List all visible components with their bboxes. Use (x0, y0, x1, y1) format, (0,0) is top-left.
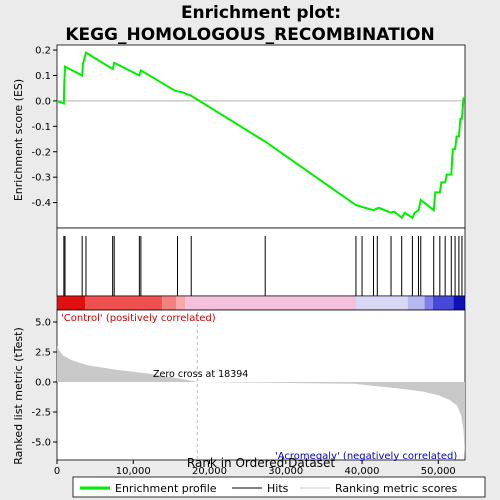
negative-correlation-label: 'Acromegaly' (negatively correlated) (275, 451, 457, 462)
es-y-tick-label: 0.2 (35, 46, 51, 57)
rank-color-band (57, 296, 86, 310)
rank-color-band (162, 296, 176, 310)
rank-color-band (85, 296, 163, 310)
legend-box (72, 476, 486, 498)
rank-color-band (453, 296, 465, 310)
legend-label-enrichment-profile: Enrichment profile (115, 482, 217, 495)
rank-color-band (355, 296, 408, 310)
metric-panel: 5.0 2.5 0.0 -2.5 -5.0 0 10,000 20,000 30,000 40,0… (31, 309, 466, 477)
x-tick-label: 40,000 (345, 466, 380, 477)
es-y-tick-label: -0.4 (31, 198, 51, 209)
x-tick-label: 30,000 (268, 466, 303, 477)
metric-y-tick-label: 5.0 (35, 318, 51, 329)
metric-y-tick-label: 2.5 (35, 348, 51, 359)
zero-cross-label: Zero cross at 18394 (153, 369, 248, 380)
hits-panel (56, 227, 466, 311)
es-y-tick-label: 0.1 (35, 71, 51, 82)
x-tick-label: 50,000 (421, 466, 456, 477)
rank-color-band (407, 296, 425, 310)
es-y-axis-label: Enrichment score (ES) (12, 79, 25, 201)
rank-color-band (424, 296, 433, 310)
metric-y-tick-label: 0.0 (35, 378, 51, 389)
x-tick-label: 0 (54, 466, 60, 477)
legend-label-ranking-metric: Ranking metric scores (335, 482, 457, 495)
legend: Enrichment profile Hits Ranking metric s… (72, 476, 486, 498)
es-y-tick-label: -0.1 (31, 122, 51, 133)
hits-frame (56, 227, 466, 297)
x-axis-label: Rank in Ordered Dataset (187, 456, 335, 470)
es-y-tick-label: -0.3 (31, 173, 51, 184)
x-tick-label: 20,000 (192, 466, 227, 477)
es-y-tick-label: -0.2 (31, 147, 51, 158)
metric-y-tick-label: -5.0 (31, 438, 51, 449)
title-line-1: Enrichment plot: (181, 3, 341, 23)
title-line-2: KEGG_HOMOLOGOUS_RECOMBINATION (65, 25, 434, 45)
rank-color-band (185, 296, 356, 310)
es-y-tick-label: 0.0 (35, 96, 51, 107)
es-plot-frame (56, 44, 466, 229)
rank-color-band (175, 296, 186, 310)
enrichment-profile-line (56, 51, 465, 220)
x-tick-label: 10,000 (116, 466, 151, 477)
metric-y-tick-label: -2.5 (31, 408, 51, 419)
positive-correlation-label: 'Control' (positively correlated) (61, 313, 216, 324)
rank-color-band (432, 296, 454, 310)
es-panel: 0.2 0.1 0.0 -0.1 -0.2 -0.3 -0.4 (31, 44, 466, 229)
legend-label-hits: Hits (267, 482, 289, 495)
metric-y-axis-label: Ranked list metric (tTest) (12, 327, 25, 464)
